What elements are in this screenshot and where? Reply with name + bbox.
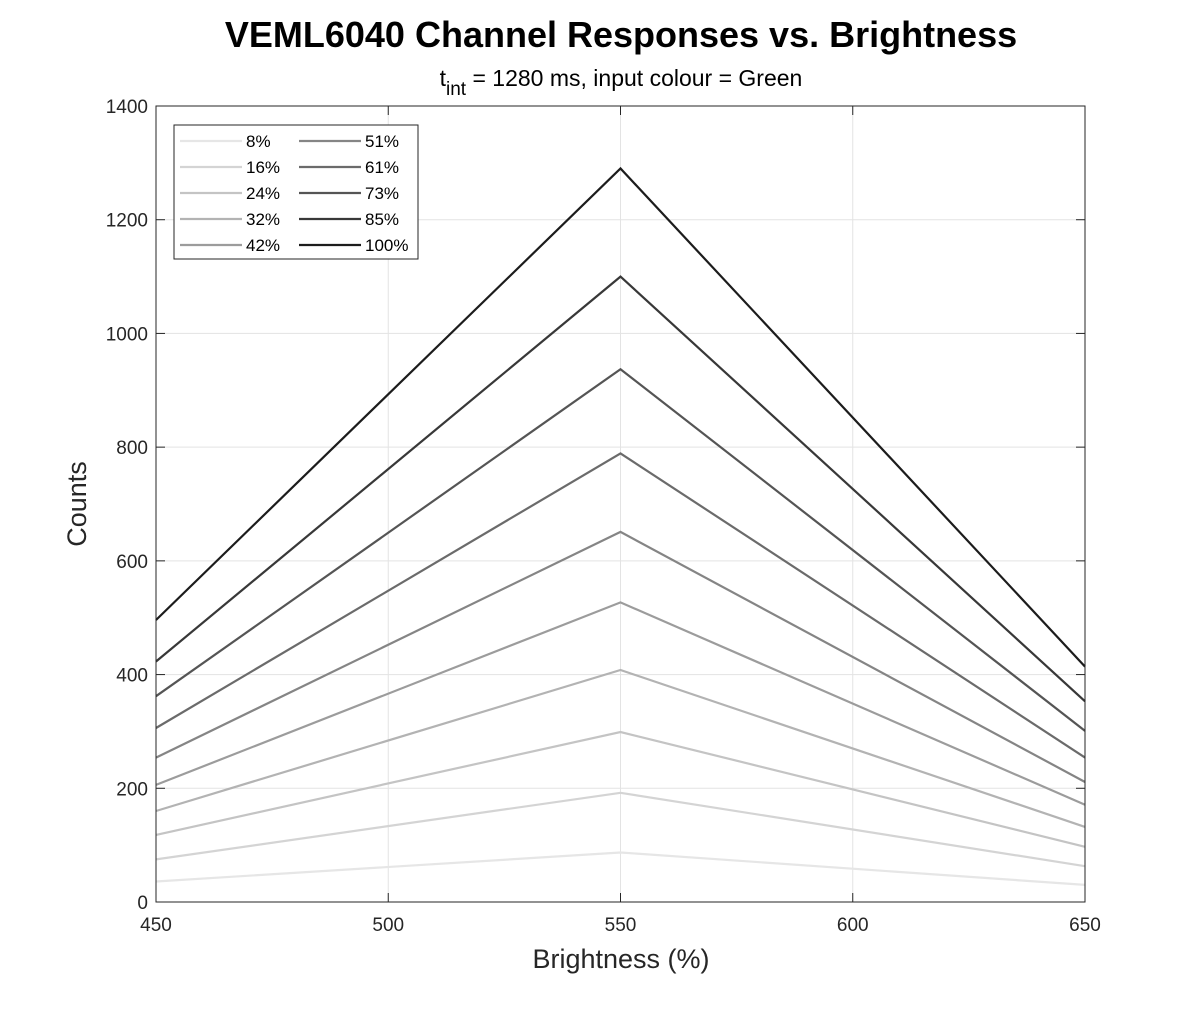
legend: 8% 16% 24% 32% 42% 51% 61% 73% 85% 100%	[173, 124, 419, 260]
legend-entry-label: 24%	[246, 184, 280, 203]
y-tick-label: 400	[116, 666, 148, 687]
y-tick-label: 600	[116, 552, 148, 573]
y-tick-label: 200	[116, 779, 148, 800]
chart-subtitle: tint = 1280 ms, input colour = Green	[440, 65, 803, 100]
series-line-85pct	[155, 275, 1086, 703]
series-line-24pct	[155, 730, 1086, 848]
legend-entry-label: 100%	[365, 236, 408, 255]
series-line-73pct	[155, 367, 1086, 732]
series-line-8pct	[155, 851, 1086, 886]
series-line-16pct	[155, 791, 1086, 868]
series-line-42pct	[155, 601, 1086, 806]
axis-ticks: 450 500 550 600 650 0 200 400 600 800 1000 1200 1400	[106, 97, 1101, 936]
legend-entry-label: 61%	[365, 158, 399, 177]
legend-entry-label: 8%	[246, 132, 271, 151]
legend-entry-label: 42%	[246, 236, 280, 255]
chart-title: VEML6040 Channel Responses vs. Brightnes…	[225, 14, 1017, 55]
subtitle-subscript: int	[446, 79, 467, 100]
legend-entry-label: 16%	[246, 158, 280, 177]
x-tick-label: 500	[372, 915, 404, 936]
y-tick-label: 1000	[106, 324, 148, 345]
legend-entry-label: 32%	[246, 210, 280, 229]
x-tick-label: 450	[140, 915, 172, 936]
x-axis-label: Brightness (%)	[532, 944, 709, 974]
subtitle-suffix: = 1280 ms, input colour = Green	[466, 65, 802, 91]
x-tick-label: 600	[837, 915, 869, 936]
series-line-61pct	[155, 452, 1086, 759]
x-tick-label: 550	[605, 915, 637, 936]
legend-entry-label: 73%	[365, 184, 399, 203]
y-axis-label: Counts	[62, 461, 92, 547]
series-line-32pct	[155, 668, 1086, 828]
subtitle-prefix: t	[440, 65, 447, 91]
legend-entry-label: 51%	[365, 132, 399, 151]
y-tick-label: 1400	[106, 97, 148, 118]
y-tick-label: 1200	[106, 211, 148, 232]
y-tick-label: 0	[137, 893, 148, 914]
y-tick-label: 800	[116, 438, 148, 459]
series-line-51pct	[155, 530, 1086, 783]
series-lines	[155, 166, 1086, 886]
x-tick-label: 650	[1069, 915, 1101, 936]
legend-entry-label: 85%	[365, 210, 399, 229]
series-line-100pct	[155, 166, 1086, 668]
